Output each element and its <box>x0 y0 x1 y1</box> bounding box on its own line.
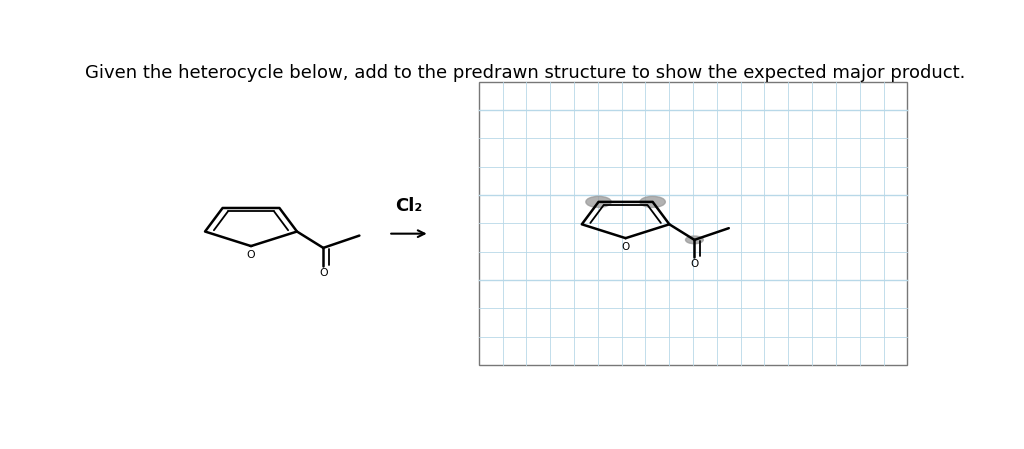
Circle shape <box>640 196 666 207</box>
Text: O: O <box>622 242 630 251</box>
Text: Cl₂: Cl₂ <box>395 197 423 215</box>
Circle shape <box>586 196 611 207</box>
Text: O: O <box>690 259 698 269</box>
Text: Given the heterocycle below, add to the predrawn structure to show the expected : Given the heterocycle below, add to the … <box>85 64 965 82</box>
Bar <box>479 82 907 365</box>
Text: O: O <box>247 250 255 260</box>
Circle shape <box>685 236 703 244</box>
Text: O: O <box>318 268 328 277</box>
